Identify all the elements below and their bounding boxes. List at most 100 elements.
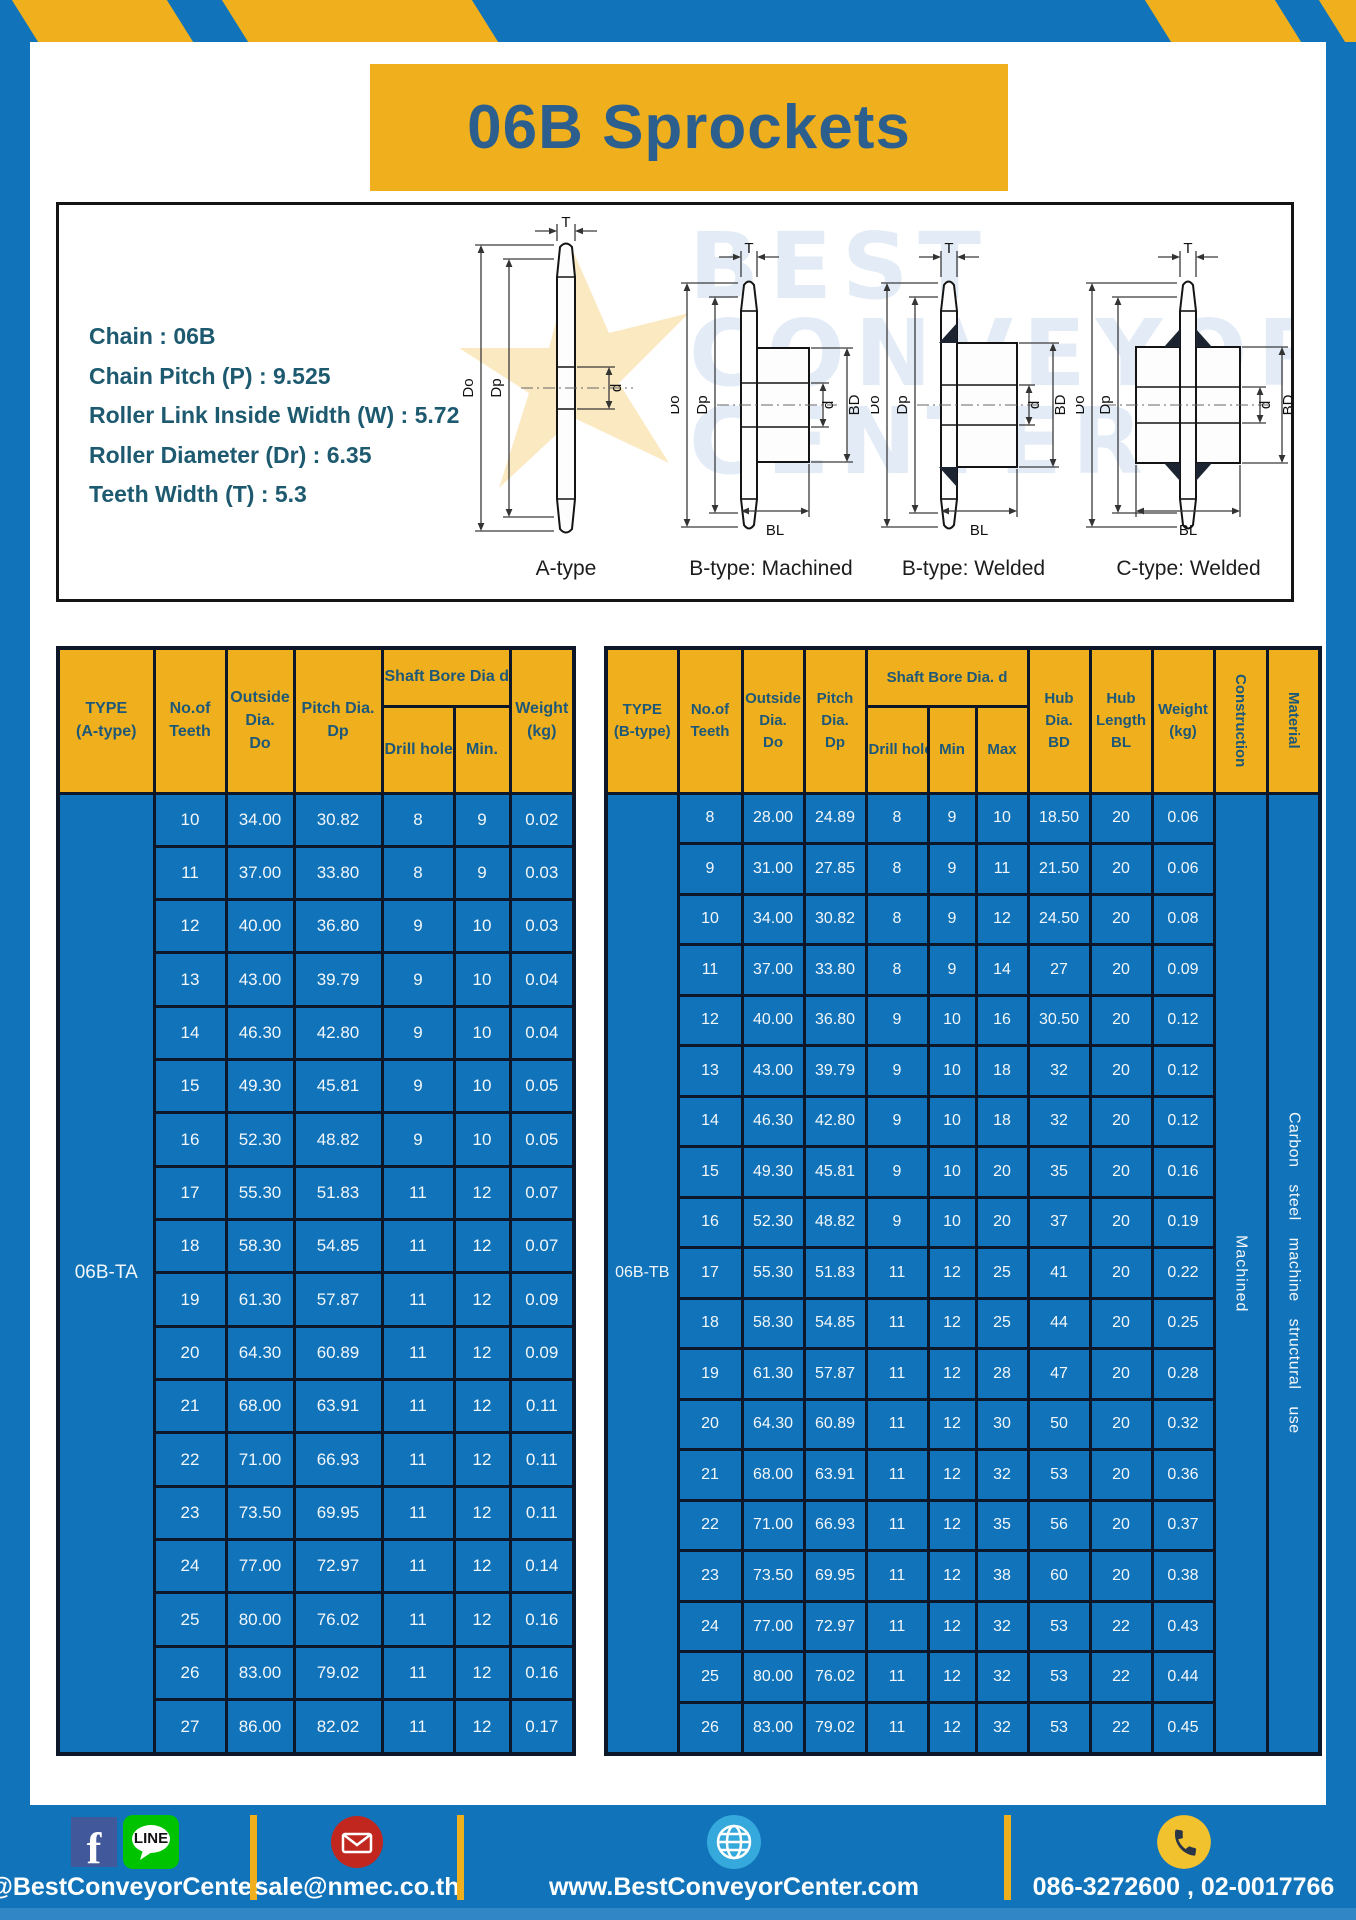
facebook-icon[interactable]: f: [71, 1817, 117, 1870]
cell: 64.30: [224, 1324, 296, 1382]
cell: 42.80: [802, 1094, 868, 1149]
cell: 71.00: [740, 1498, 806, 1553]
cell: 16: [974, 993, 1030, 1048]
cell: 51.83: [802, 1246, 868, 1300]
cell: 55.30: [224, 1164, 296, 1222]
cell: 61.30: [224, 1271, 296, 1328]
phone-numbers[interactable]: 086-3272600 , 02-0017766: [1032, 1873, 1335, 1901]
stripe-decoration: [1315, 0, 1356, 42]
cell: 9: [926, 892, 978, 947]
cell: 0.08: [1150, 892, 1216, 947]
email-address[interactable]: sale@nmec.co.th: [254, 1873, 460, 1901]
footer-contact-bar: f LINE @BestConveyorCenter sale@nmec.co.: [0, 1805, 1356, 1920]
phone-icon[interactable]: [1156, 1814, 1212, 1870]
table-a-type: TYPE (A-type) No.of Teeth Outside Dia. D…: [56, 646, 576, 1756]
social-handle[interactable]: @BestConveyorCenter: [0, 1873, 262, 1901]
cell: 11: [864, 1246, 930, 1300]
cell: 8: [864, 892, 930, 947]
cell: 30: [974, 1397, 1030, 1452]
cell: 17: [152, 1164, 228, 1222]
cell: 12: [452, 1591, 512, 1648]
cell: 46.30: [224, 1004, 296, 1062]
table-row: 24 77.00 72.97 11 12 0.14: [58, 1538, 576, 1595]
cell: 11: [864, 1448, 930, 1502]
cell: 9: [864, 993, 930, 1048]
dim-label-d: d: [608, 384, 625, 392]
col-header-outside-dia: Outside Dia. Do: [224, 646, 296, 795]
stripe-decoration: [1141, 0, 1305, 42]
cell: 11: [864, 1296, 930, 1351]
cell: 20: [676, 1397, 744, 1452]
cell: 9: [864, 1094, 930, 1149]
cell: 21: [676, 1448, 744, 1502]
cell: 9: [452, 791, 512, 848]
dim-label-bd: BD: [1052, 394, 1069, 415]
table-row: 12 40.00 36.80 9 10 16 30.50 20 0.12: [606, 993, 1320, 1048]
dim-label-bd: BD: [1280, 394, 1294, 415]
cell: 20: [1088, 842, 1154, 896]
cell: 32: [974, 1650, 1030, 1704]
cell: 63.91: [802, 1448, 868, 1502]
cell: 56: [1026, 1498, 1092, 1553]
cell: 34.00: [224, 791, 296, 848]
cell: 0.04: [508, 1004, 576, 1062]
table-row: 26 83.00 79.02 11 12 0.16: [58, 1644, 576, 1702]
cell: 28.00: [740, 791, 806, 846]
table-b-type: TYPE (B-type) No.of Teeth Outside Dia. D…: [604, 646, 1322, 1756]
cell: 39.79: [292, 951, 384, 1008]
cell: 57.87: [802, 1347, 868, 1401]
cell: 12: [452, 1324, 512, 1382]
cell: 44: [1026, 1296, 1092, 1351]
cell: 13: [152, 951, 228, 1008]
cell: 53: [1026, 1700, 1092, 1756]
diagram-b-type-machined: T Do Dp: [671, 215, 871, 581]
cell: 0.11: [508, 1484, 576, 1542]
line-icon[interactable]: LINE: [123, 1815, 179, 1869]
cell: 0.11: [508, 1378, 576, 1435]
table-row: 20 64.30 60.89 11 12 0.09: [58, 1324, 576, 1382]
cell: 0.32: [1150, 1397, 1216, 1452]
cell: 12: [452, 1218, 512, 1275]
cell: 12: [974, 892, 1030, 947]
cell: 12: [926, 1650, 978, 1704]
footer-divider: [1004, 1815, 1011, 1900]
table-row: 14 46.30 42.80 9 10 18 32 20 0.12: [606, 1094, 1320, 1149]
cell: 0.16: [508, 1644, 576, 1702]
website-url[interactable]: www.BestConveyorCenter.com: [548, 1873, 919, 1901]
cell: 68.00: [740, 1448, 806, 1502]
mail-icon[interactable]: [330, 1815, 384, 1869]
cell: 9: [864, 1145, 930, 1199]
table-row: 17 55.30 51.83 11 12 25 41 20 0.22: [606, 1246, 1320, 1300]
table-row: 18 58.30 54.85 11 12 0.07: [58, 1218, 576, 1275]
cell: 11: [380, 1324, 456, 1382]
cell: 33.80: [292, 844, 384, 902]
cell: 11: [380, 1378, 456, 1435]
cell: 37: [1026, 1195, 1092, 1250]
cell: 12: [452, 1271, 512, 1328]
cell: 9: [926, 943, 978, 997]
cell: 11: [864, 1347, 930, 1401]
globe-icon[interactable]: [706, 1814, 762, 1870]
col-header-min: Min: [926, 704, 978, 795]
table-row: 18 58.30 54.85 11 12 25 44 20 0.25: [606, 1296, 1320, 1351]
cell: 9: [380, 1004, 456, 1062]
cell: 82.02: [292, 1698, 384, 1756]
dim-label-dp: Dp: [694, 395, 711, 414]
cell: 0.44: [1150, 1650, 1216, 1704]
cell: 20: [1088, 1145, 1154, 1199]
table-row: 22 71.00 66.93 11 12 35 56 20 0.37: [606, 1498, 1320, 1553]
cell: 0.03: [508, 898, 576, 955]
cell: 57.87: [292, 1271, 384, 1328]
cell: 0.17: [508, 1698, 576, 1756]
cell: 25: [974, 1246, 1030, 1300]
dim-label-bl: BL: [1179, 522, 1197, 539]
cell: 20: [1088, 993, 1154, 1048]
cell: 36.80: [802, 993, 868, 1048]
cell: 48.82: [292, 1111, 384, 1168]
cell: 10: [676, 892, 744, 947]
cell: 66.93: [292, 1431, 384, 1488]
cell: 11: [380, 1538, 456, 1595]
cell: 10: [926, 1044, 978, 1098]
diagram-caption: C-type: Welded: [1116, 557, 1261, 580]
